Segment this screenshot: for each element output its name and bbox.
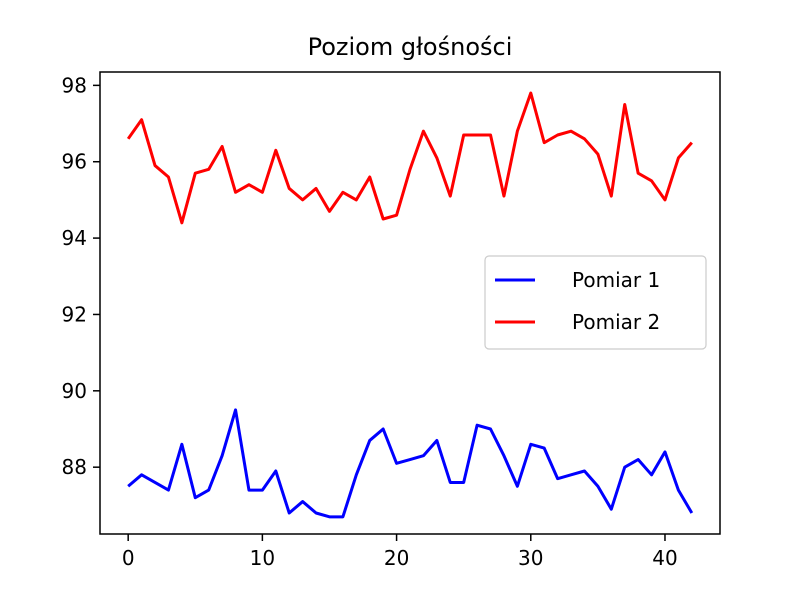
legend-label-2: Pomiar 2 xyxy=(572,310,660,334)
y-axis: 88 90 92 94 96 98 xyxy=(62,73,100,479)
legend-box xyxy=(484,255,707,350)
chart-title: Poziom głośności xyxy=(308,33,513,61)
y-tick-label: 96 xyxy=(62,150,87,174)
y-tick-label: 98 xyxy=(62,73,87,97)
y-tick-label: 90 xyxy=(62,379,87,403)
x-axis: 0 10 20 30 40 xyxy=(122,534,678,570)
x-tick-label: 30 xyxy=(518,546,543,570)
legend-label-1: Pomiar 1 xyxy=(572,268,660,292)
series-layer xyxy=(126,91,694,519)
x-tick-label: 10 xyxy=(250,546,275,570)
x-tick-label: 20 xyxy=(384,546,409,570)
x-tick-label: 40 xyxy=(652,546,677,570)
series-line-2 xyxy=(126,91,693,225)
x-tick-label: 0 xyxy=(122,546,135,570)
plot-frame xyxy=(99,71,721,535)
legend: Pomiar 1 Pomiar 2 xyxy=(484,255,707,350)
series-line-1 xyxy=(127,408,694,519)
y-tick-label: 94 xyxy=(62,226,87,250)
y-tick-label: 92 xyxy=(62,302,87,326)
y-tick-label: 88 xyxy=(62,455,87,479)
